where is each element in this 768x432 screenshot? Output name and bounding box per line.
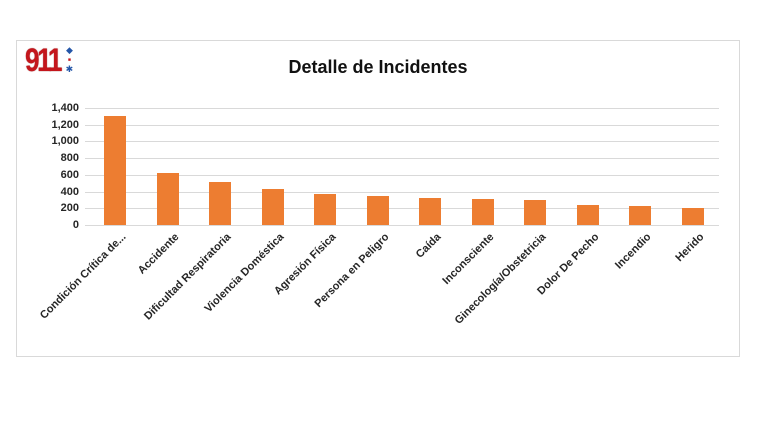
- gridline: [85, 225, 719, 226]
- chart-title: Detalle de Incidentes: [288, 57, 468, 77]
- chart-bar: [524, 200, 546, 225]
- chart-bar: [262, 189, 284, 225]
- x-axis-category-label: Condición Crítica de...: [37, 231, 129, 322]
- chart-bar: [472, 199, 494, 225]
- chart-bar: [314, 194, 336, 225]
- chart-bar: [682, 208, 704, 225]
- chart-bar: [577, 205, 599, 225]
- gridline: [85, 175, 719, 176]
- x-axis-category-label: Herido: [673, 231, 707, 265]
- gridline: [85, 192, 719, 193]
- chart-bar: [367, 196, 389, 225]
- y-axis-tick-label: 400: [60, 186, 79, 198]
- chart-bar: [157, 173, 179, 225]
- bar-chart-plot: 1,400 1,200 1,000 800 600 400 200 0 Condición Cr…: [17, 41, 739, 356]
- chart-bar: [419, 198, 441, 225]
- x-axis-category-label: Incendio: [613, 231, 654, 272]
- x-axis-category-label: Caída: [413, 231, 444, 261]
- x-axis-category-label: Ginecología/Obstetricia: [452, 231, 549, 327]
- y-axis-tick-label: 1,000: [51, 135, 79, 147]
- gridline: [85, 208, 719, 209]
- diamond-icon: ◆: [65, 45, 73, 55]
- incident-report-card: 911 ◆ ■ ✱ Detalle de Incidentes 1,400 1,2…: [16, 40, 740, 357]
- gridline: [85, 108, 719, 109]
- chart-bar: [629, 206, 651, 225]
- gridline: [85, 158, 719, 159]
- y-axis-tick-label: 200: [60, 202, 79, 214]
- chart-bar: [209, 182, 231, 225]
- y-axis-tick-label: 1,400: [51, 102, 79, 114]
- asterisk-icon: ✱: [65, 64, 74, 74]
- logo-911-marks: ◆ ■ ✱: [66, 46, 74, 74]
- gridline: [85, 141, 719, 142]
- chart-bar: [104, 116, 126, 225]
- y-axis-tick-label: 1,200: [51, 119, 79, 131]
- x-axis-category-label: Accidente: [135, 231, 182, 277]
- pr-dot-icon: ■: [67, 56, 71, 63]
- gridline: [85, 125, 719, 126]
- y-axis-tick-label: 800: [60, 152, 79, 164]
- logo-911-text: 911: [25, 42, 62, 78]
- x-axis-category-label: Inconsciente: [440, 231, 497, 288]
- x-axis-category-label: Dificultad Respiratoria: [142, 231, 234, 323]
- y-axis-tick-label: 600: [60, 169, 79, 181]
- y-axis-tick-label: 0: [72, 219, 79, 231]
- logo-911: 911 ◆ ■ ✱: [25, 44, 73, 76]
